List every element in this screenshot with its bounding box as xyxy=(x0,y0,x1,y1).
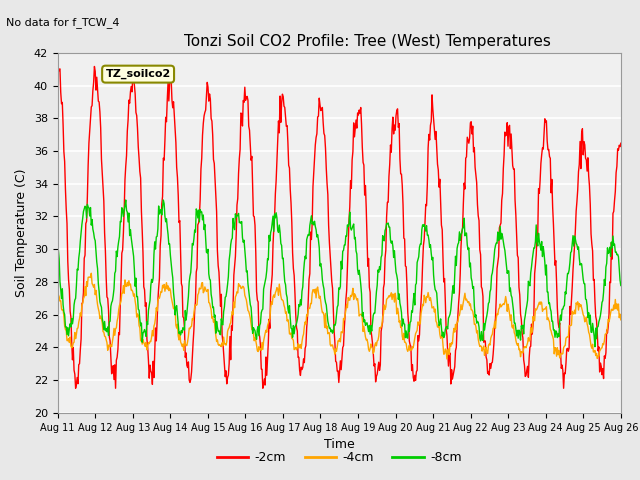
-4cm xyxy=(425,294,433,300)
-2cm xyxy=(408,362,416,368)
-2cm xyxy=(425,132,433,137)
Title: Tonzi Soil CO2 Profile: Tree (West) Temperatures: Tonzi Soil CO2 Profile: Tree (West) Temp… xyxy=(184,34,551,49)
-4cm xyxy=(443,356,451,362)
-2cm xyxy=(54,62,61,68)
-8cm xyxy=(180,326,188,332)
Y-axis label: Soil Temperature (C): Soil Temperature (C) xyxy=(15,168,28,297)
-4cm xyxy=(408,344,416,350)
-8cm xyxy=(408,309,416,315)
-2cm xyxy=(180,315,188,321)
Line: -4cm: -4cm xyxy=(58,273,621,359)
-8cm xyxy=(210,304,218,310)
-8cm xyxy=(123,207,131,213)
-8cm xyxy=(617,283,625,288)
Line: -8cm: -8cm xyxy=(58,200,621,347)
-2cm xyxy=(210,156,218,162)
-2cm xyxy=(64,259,72,264)
-4cm xyxy=(54,285,61,290)
-4cm xyxy=(88,270,95,276)
Legend: -2cm, -4cm, -8cm: -2cm, -4cm, -8cm xyxy=(212,446,467,469)
Text: No data for f_TCW_4: No data for f_TCW_4 xyxy=(6,17,120,28)
-4cm xyxy=(180,348,188,353)
X-axis label: Time: Time xyxy=(324,438,355,451)
-8cm xyxy=(591,344,599,349)
-8cm xyxy=(425,237,433,243)
-2cm xyxy=(72,385,79,391)
-8cm xyxy=(64,324,72,330)
Line: -2cm: -2cm xyxy=(58,65,621,388)
-2cm xyxy=(123,153,131,158)
-2cm xyxy=(617,140,625,146)
-8cm xyxy=(122,197,129,203)
-8cm xyxy=(54,249,61,254)
-4cm xyxy=(617,317,625,323)
Text: TZ_soilco2: TZ_soilco2 xyxy=(106,69,171,79)
-4cm xyxy=(210,319,218,325)
-4cm xyxy=(123,284,131,289)
-4cm xyxy=(64,338,72,344)
